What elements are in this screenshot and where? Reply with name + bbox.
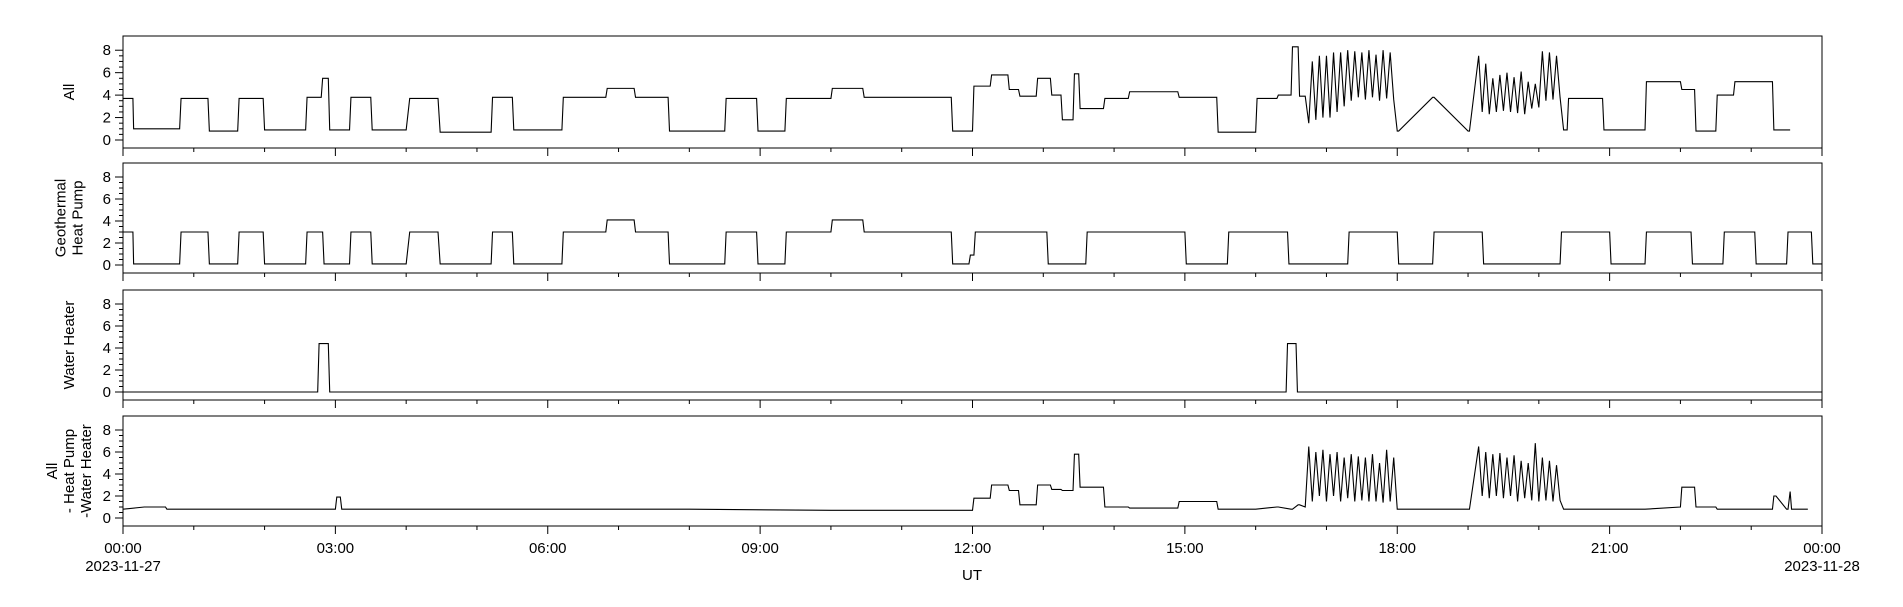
y-tick-label: 4 bbox=[103, 213, 111, 230]
y-tick-label: 6 bbox=[103, 191, 111, 208]
x-tick-label: 03:00 bbox=[317, 540, 355, 557]
x-axis-label: UT bbox=[962, 567, 982, 584]
y-tick-label: 0 bbox=[103, 384, 111, 401]
y-axis-label-line: -Water Heater bbox=[78, 424, 95, 518]
x-tick-label: 12:00 bbox=[954, 540, 992, 557]
panel-4: 0 2 4 6 8 All - Heat Pump -Water Heater bbox=[44, 415, 1823, 534]
x-tick-label: 00:00 bbox=[1803, 540, 1841, 557]
y-tick-label: 0 bbox=[103, 257, 111, 274]
y-tick-label: 6 bbox=[103, 444, 111, 461]
y-tick-label: 8 bbox=[103, 422, 111, 439]
y-tick-label: 2 bbox=[103, 235, 111, 252]
y-axis-label-line: Geothermal bbox=[53, 179, 70, 257]
y-axis-label-line: Heat Pump bbox=[70, 180, 87, 255]
panel-frame bbox=[122, 162, 1823, 274]
x-tick-label: 09:00 bbox=[741, 540, 779, 557]
x-tick-label: 00:00 bbox=[104, 540, 142, 557]
x-tick-date-label: 2023-11-28 bbox=[1784, 558, 1860, 575]
y-tick-label: 2 bbox=[103, 362, 111, 379]
x-tick-label: 21:00 bbox=[1591, 540, 1629, 557]
y-tick-label: 8 bbox=[103, 42, 111, 59]
panel-frame bbox=[122, 289, 1823, 401]
panel-3: 0 2 4 6 8 Water Heater bbox=[61, 289, 1823, 408]
y-tick-label: 0 bbox=[103, 132, 111, 149]
y-tick-label: 2 bbox=[103, 110, 111, 127]
y-tick-label: 6 bbox=[103, 318, 111, 335]
y-tick-label: 8 bbox=[103, 169, 111, 186]
panel-1: 0 2 4 6 8 All bbox=[61, 35, 1823, 156]
series-line bbox=[123, 219, 1822, 265]
y-tick-label: 0 bbox=[103, 510, 111, 527]
x-axis-label-group: UT bbox=[962, 567, 982, 584]
y-axis-label-line: Water Heater bbox=[61, 301, 78, 390]
series-line bbox=[122, 443, 1808, 511]
x-tick-label: 06:00 bbox=[529, 540, 567, 557]
y-tick-label: 4 bbox=[103, 466, 111, 483]
y-tick-label: 2 bbox=[103, 488, 111, 505]
y-tick-label: 8 bbox=[103, 296, 111, 313]
y-axis-label-line: All bbox=[61, 84, 78, 101]
x-tick-label: 18:00 bbox=[1378, 540, 1416, 557]
y-tick-label: 4 bbox=[103, 87, 111, 104]
y-tick-label: 4 bbox=[103, 340, 111, 357]
x-tick-date-label: 2023-11-27 bbox=[85, 558, 161, 575]
y-axis-label-line: - Heat Pump bbox=[61, 429, 78, 513]
y-axis-label-line: All bbox=[44, 463, 61, 480]
panel-2: 0 2 4 6 8 Geothermal Heat Pump bbox=[53, 162, 1823, 281]
x-tick-label: 15:00 bbox=[1166, 540, 1204, 557]
series-line bbox=[123, 343, 1822, 393]
y-tick-label: 6 bbox=[103, 65, 111, 82]
series-line bbox=[123, 46, 1791, 133]
